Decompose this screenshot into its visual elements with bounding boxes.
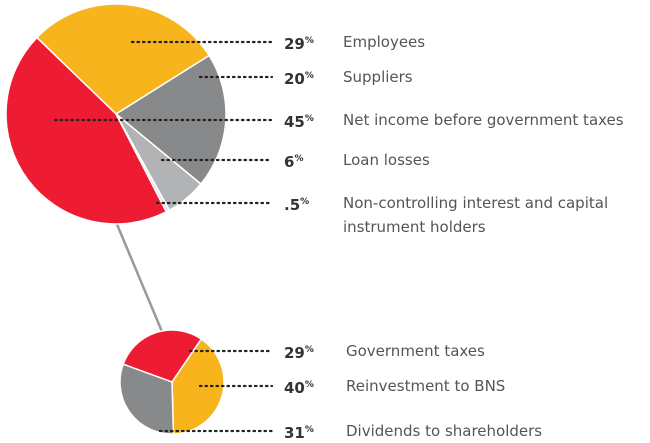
percent-unit: % <box>304 425 314 435</box>
percent-unit: % <box>294 154 304 164</box>
category-label: Dividends to shareholders <box>346 422 543 440</box>
category-label: Suppliers <box>343 68 413 86</box>
percent-unit: % <box>300 197 310 207</box>
percent-value: 45 <box>284 113 305 131</box>
percent-value: 29 <box>284 35 305 53</box>
connector <box>114 221 165 335</box>
percent-unit: % <box>304 36 314 46</box>
percent-value: 29 <box>284 344 305 362</box>
percent-label: 6% <box>284 150 303 171</box>
category-label: Government taxes <box>346 342 485 360</box>
percent-label: 31% <box>284 421 314 442</box>
percent-label: .5% <box>284 193 309 214</box>
pie-slice <box>35 3 211 115</box>
percent-value: 6 <box>284 153 295 171</box>
percent-unit: % <box>304 114 314 124</box>
percent-label: 29% <box>284 341 314 362</box>
percent-unit: % <box>304 345 314 355</box>
percent-value: .5 <box>284 196 301 214</box>
percent-label: 20% <box>284 67 314 88</box>
pie-slice <box>122 329 203 383</box>
category-label: Loan losses <box>343 151 430 169</box>
percent-unit: % <box>304 380 314 390</box>
percent-label: 45% <box>284 110 314 131</box>
percent-value: 20 <box>284 70 305 88</box>
category-label: Reinvestment to BNS <box>346 377 506 395</box>
percent-unit: % <box>304 71 314 81</box>
percent-value: 31 <box>284 424 305 442</box>
category-label: Net income before government taxes <box>343 111 624 129</box>
pie-slice <box>119 363 175 435</box>
category-label: Non-controlling interest and capital ins… <box>343 194 609 236</box>
percent-label: 40% <box>284 376 314 397</box>
percent-value: 40 <box>284 379 305 397</box>
category-label: Employees <box>343 33 426 51</box>
percent-label: 29% <box>284 32 314 53</box>
pie-slice <box>5 36 168 225</box>
